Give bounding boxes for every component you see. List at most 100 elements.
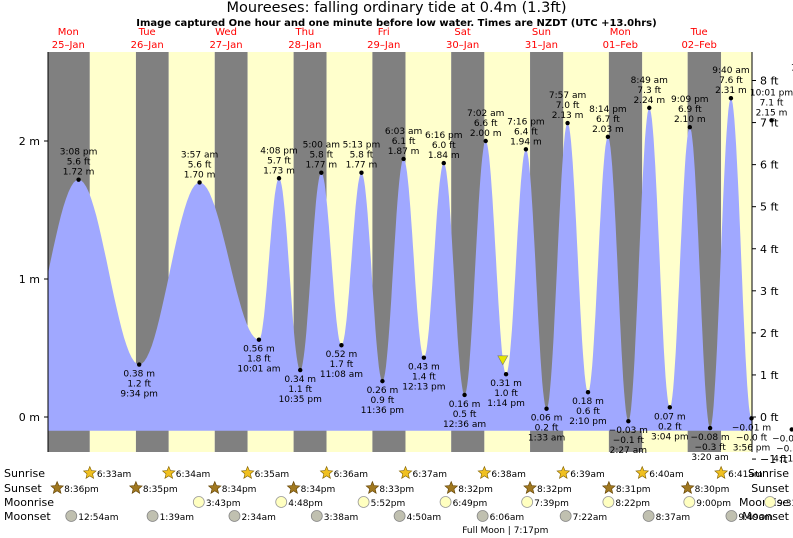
tide-meter-label: 1.70 m (184, 170, 216, 180)
tide-time-label: 3:08 pm (60, 148, 98, 158)
tide-time-label: 10:01 am (237, 365, 280, 375)
tide-time-label: 2:27 am (610, 446, 647, 456)
tide-time-label: 6:03 am (385, 127, 422, 137)
tide-time-label: 9:34 pm (120, 390, 158, 400)
full-moon-label: Full Moon | 7:17pm (462, 526, 548, 536)
tide-point (789, 427, 793, 432)
row-label-right: Moonset (742, 510, 789, 523)
tide-point (298, 367, 303, 373)
sunrise-time-label: 6:36am (334, 470, 369, 480)
sunset-time-label: 8:35pm (143, 485, 178, 495)
tide-point (339, 343, 344, 348)
tide-point (197, 180, 202, 185)
right-tick-label: 3 ft (760, 285, 779, 298)
tide-point (565, 120, 570, 126)
day-date-label: 26–Jan (131, 40, 164, 51)
tide-time-label: 10:01 pm (750, 88, 793, 98)
tide-feet-label: 5.8 ft (309, 151, 333, 161)
sunset-icon (365, 480, 380, 494)
tide-time-label: 1:33 am (528, 434, 565, 444)
tide-point (626, 418, 631, 424)
tide-meter-label: 0.16 m (449, 400, 481, 410)
tide-point (462, 392, 467, 398)
sunrise-icon (398, 465, 413, 479)
tide-feet-label: 1.0 ft (494, 389, 518, 399)
tide-feet-label: 1.2 ft (127, 380, 151, 390)
day-name-label: Tue (138, 27, 156, 38)
sunset-icon (680, 480, 695, 494)
sunrise-icon (477, 465, 492, 479)
tide-point (256, 337, 262, 342)
tide-point (585, 389, 591, 395)
right-tick-label: 7 ft (760, 117, 779, 130)
tide-time-label: 3:04 pm (651, 432, 689, 442)
tide-feet-label: −0.1 ft (613, 436, 645, 446)
tide-time-label: 7:16 pm (507, 117, 545, 127)
tide-meter-label: −0.09 m (772, 434, 793, 444)
tide-feet-label: 5.7 ft (267, 156, 291, 166)
moonset-icon (476, 510, 489, 522)
sunrise-time-label: 6:33am (97, 470, 132, 480)
moonrise-time-label: 5:52pm (371, 499, 406, 509)
moonset-time-label: 6:06am (490, 513, 525, 523)
tide-meter-label: 0.43 m (408, 363, 440, 373)
tide-meter-label: 0.07 m (654, 412, 686, 422)
tide-point (647, 105, 652, 111)
tide-time-label: 3:20 am (691, 453, 728, 463)
moonrise-time-label: 4:48pm (288, 499, 323, 509)
tide-meter-label: 0.38 m (123, 370, 155, 380)
sunrise-icon (161, 465, 176, 479)
tide-feet-label: 0.6 ft (576, 407, 600, 417)
tide-meter-label: 1.77 m (305, 161, 337, 171)
tide-point (544, 406, 549, 411)
moonrise-time-label: 9:33pm (777, 499, 793, 509)
sunset-time-label: 8:33pm (379, 485, 414, 495)
tide-feet-label: 0.2 ft (535, 424, 559, 434)
tide-point (359, 170, 364, 175)
tide-time-label: 9:40 am (712, 66, 749, 76)
tide-meter-label: 0.56 m (243, 345, 275, 355)
sunset-time-label: 8:32pm (537, 485, 572, 495)
tide-point (707, 425, 713, 431)
tide-meter-label: 1.94 m (510, 137, 542, 147)
day-name-label: Mon (58, 27, 79, 38)
right-tick-label: −1 ft (760, 453, 788, 466)
sunrise-time-label: 6:40am (649, 470, 684, 480)
tide-meter-label: 2.31 m (715, 86, 747, 96)
tide-meter-label: 0.52 m (326, 350, 358, 360)
tide-time-label: 8:14 pm (589, 105, 627, 115)
tide-time-label: 5:13 pm (343, 141, 381, 151)
tide-feet-label: 5.6 ft (67, 158, 91, 168)
tide-time-label: 11:36 pm (361, 406, 404, 416)
tide-time-label: 3:57 am (181, 150, 218, 160)
tide-meter-label: 0.34 m (284, 375, 316, 385)
right-tick-label: 4 ft (760, 243, 779, 256)
day-date-label: 25–Jan (52, 40, 85, 51)
day-date-label: 28–Jan (288, 40, 321, 51)
tide-meter-label: 0.26 m (367, 386, 399, 396)
sunset-time-label: 8:34pm (301, 485, 336, 495)
tide-feet-label: 6.1 ft (392, 137, 416, 147)
moonset-time-label: 7:22am (573, 513, 608, 523)
moonset-icon (642, 510, 655, 522)
row-label-left: Sunset (4, 482, 42, 495)
row-label-left: Moonset (4, 510, 51, 523)
tide-meter-label: 2.00 m (470, 129, 502, 139)
moonrise-icon (439, 496, 452, 508)
left-tick-label: 2 m (19, 135, 40, 148)
tide-time-label: 12:13 pm (402, 383, 445, 393)
row-label-left: Moonrise (4, 496, 54, 509)
moonrise-icon (764, 496, 776, 508)
tide-feet-label: 6.6 ft (474, 119, 498, 129)
tide-meter-label: 1.87 m (388, 147, 420, 157)
tide-meter-label: 1.84 m (428, 151, 460, 161)
tide-feet-label: 6.9 ft (678, 105, 702, 115)
day-date-label: 31–Jan (525, 40, 558, 51)
tide-meter-label: 0.18 m (572, 397, 604, 407)
sunset-icon (601, 480, 616, 494)
tide-feet-label: −0.3 ft (776, 444, 793, 454)
tide-feet-label: 5.8 ft (350, 151, 374, 161)
tide-feet-label: −0.3 ft (694, 443, 726, 453)
sunset-icon (207, 480, 222, 494)
day-name-label: Fri (378, 27, 390, 38)
